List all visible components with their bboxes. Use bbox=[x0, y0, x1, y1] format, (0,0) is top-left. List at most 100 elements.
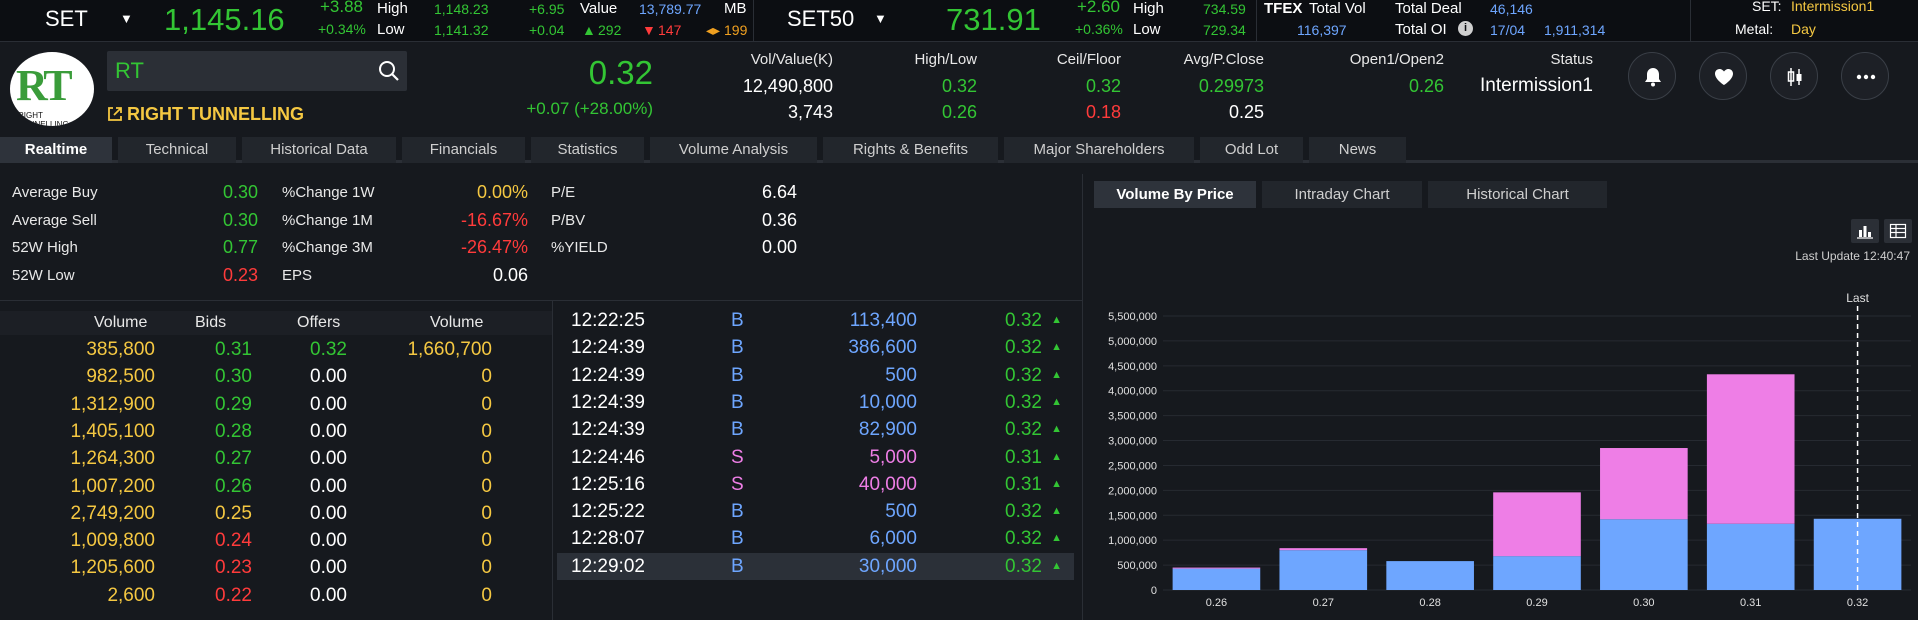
tab-financials[interactable]: Financials bbox=[402, 137, 525, 163]
set50-low: 729.34 bbox=[1203, 22, 1246, 38]
y-tick-label: 5,000,000 bbox=[1108, 336, 1157, 348]
set-dropdown-icon[interactable]: ▼ bbox=[120, 11, 133, 26]
up-arrow-icon: ▲ bbox=[1051, 423, 1062, 436]
tick-row[interactable]: 12:24:39 B 82,900 0.32 ▲ bbox=[557, 416, 1074, 443]
x-tick-label: 0.27 bbox=[1313, 597, 1334, 609]
x-tick-label: 0.32 bbox=[1847, 597, 1868, 609]
previous-close: 0.25 bbox=[1228, 102, 1264, 122]
tab-odd-lot[interactable]: Odd Lot bbox=[1200, 137, 1303, 163]
tab-realtime[interactable]: Realtime bbox=[0, 137, 112, 163]
info-icon[interactable]: i bbox=[1458, 21, 1473, 36]
set-low: 1,141.32 bbox=[434, 22, 489, 38]
symbol-search-input[interactable] bbox=[115, 57, 355, 85]
change-1m-label: %Change 1M bbox=[282, 212, 373, 229]
bar-chart-icon bbox=[1857, 226, 1873, 239]
offer-price: 0.00 bbox=[310, 584, 347, 606]
tab-volume-analysis[interactable]: Volume Analysis bbox=[650, 137, 817, 163]
tab-historical-data[interactable]: Historical Data bbox=[242, 137, 396, 163]
tab-news[interactable]: News bbox=[1309, 137, 1406, 163]
set-index-name[interactable]: SET bbox=[45, 6, 88, 31]
tick-row[interactable]: 12:25:22 B 500 0.32 ▲ bbox=[557, 498, 1074, 525]
tick-side: B bbox=[731, 528, 744, 550]
eps-value: 0.06 bbox=[492, 265, 528, 285]
bar-segment bbox=[1600, 448, 1688, 520]
order-book-header: Volume Bids Offers Volume bbox=[0, 311, 552, 335]
average-price: 0.29973 bbox=[1198, 76, 1264, 96]
tick-row[interactable]: 12:24:39 B 10,000 0.32 ▲ bbox=[557, 389, 1074, 416]
favorite-button[interactable] bbox=[1699, 52, 1747, 100]
tfex-total-vol: 116,397 bbox=[1297, 22, 1347, 38]
tick-volume: 82,900 bbox=[858, 419, 917, 441]
tab-historical-chart[interactable]: Historical Chart bbox=[1428, 181, 1607, 208]
bid-volume: 385,800 bbox=[86, 339, 155, 360]
set50-dropdown-icon[interactable]: ▼ bbox=[874, 11, 887, 26]
symbol-search[interactable] bbox=[107, 51, 407, 91]
order-book-row[interactable]: 1,264,300 0.27 0.00 0 bbox=[0, 445, 552, 472]
external-link-icon[interactable] bbox=[107, 106, 123, 122]
set-high: 1,148.23 bbox=[434, 1, 489, 17]
tab-statistics[interactable]: Statistics bbox=[531, 137, 644, 163]
tick-side: S bbox=[731, 473, 744, 495]
tab-technical[interactable]: Technical bbox=[118, 137, 236, 163]
tick-row[interactable]: 12:29:02 B 30,000 0.32 ▲ bbox=[557, 552, 1074, 580]
tab-intraday-chart[interactable]: Intraday Chart bbox=[1262, 181, 1422, 208]
y-tick-label: 4,500,000 bbox=[1108, 361, 1157, 373]
tab-major-shareholders[interactable]: Major Shareholders bbox=[1004, 137, 1194, 163]
tick-volume: 10,000 bbox=[858, 391, 917, 413]
order-book-row[interactable]: 1,007,200 0.26 0.00 0 bbox=[0, 473, 552, 500]
order-book-row[interactable]: 2,749,200 0.25 0.00 0 bbox=[0, 500, 552, 527]
tick-row[interactable]: 12:28:07 B 6,000 0.32 ▲ bbox=[557, 525, 1074, 552]
more-button[interactable] bbox=[1841, 52, 1889, 100]
tick-price: 0.31 bbox=[1005, 446, 1042, 468]
order-book-row[interactable]: 2,600 0.22 0.00 0 bbox=[0, 582, 552, 609]
offer-volume: 0 bbox=[481, 530, 492, 552]
offer-volume: 0 bbox=[481, 366, 492, 388]
offer-volume: 0 bbox=[481, 502, 492, 524]
tick-time: 12:22:25 bbox=[571, 310, 645, 331]
offer-price: 0.00 bbox=[310, 448, 347, 470]
high: 0.32 bbox=[941, 76, 977, 96]
tick-time: 12:29:02 bbox=[571, 555, 645, 577]
up-arrow-icon: ▲ bbox=[1051, 368, 1062, 381]
tab-volume-by-price[interactable]: Volume By Price bbox=[1094, 181, 1256, 208]
offer-price: 0.00 bbox=[310, 475, 347, 497]
bar-segment bbox=[1279, 550, 1368, 590]
table-view-button[interactable] bbox=[1884, 219, 1912, 243]
set50-change: +2.60 bbox=[1077, 0, 1121, 16]
tick-row[interactable]: 12:24:46 S 5,000 0.31 ▲ bbox=[557, 444, 1074, 471]
company-name[interactable]: RIGHT TUNNELLING bbox=[107, 104, 304, 125]
decline-count: 147 bbox=[658, 22, 682, 38]
tfex-total-vol-label: Total Vol bbox=[1309, 0, 1366, 17]
y-tick-label: 500,000 bbox=[1117, 560, 1157, 572]
set50-index-name[interactable]: SET50 bbox=[787, 6, 855, 31]
tab-rights-benefits[interactable]: Rights & Benefits bbox=[823, 137, 998, 163]
chart-view-button[interactable] bbox=[1851, 219, 1879, 243]
tick-price: 0.32 bbox=[1005, 419, 1042, 441]
order-book-row[interactable]: 982,500 0.30 0.00 0 bbox=[0, 363, 552, 390]
bid-price: 0.30 bbox=[215, 366, 252, 388]
tick-row[interactable]: 12:24:39 B 500 0.32 ▲ bbox=[557, 362, 1074, 389]
search-icon[interactable] bbox=[377, 59, 401, 83]
tfex-label: TFEX bbox=[1264, 0, 1303, 17]
order-book-row[interactable]: 1,405,100 0.28 0.00 0 bbox=[0, 418, 552, 445]
tick-row[interactable]: 12:22:25 B 113,400 0.32 ▲ bbox=[557, 307, 1074, 334]
tick-price: 0.32 bbox=[1005, 501, 1042, 523]
vol-value-column: Vol/Value(K) 12,490,800 3,743 bbox=[743, 47, 833, 125]
set50-index-value: 731.91 bbox=[946, 2, 1041, 37]
order-book-row[interactable]: 1,205,600 0.23 0.00 0 bbox=[0, 554, 552, 581]
tick-row[interactable]: 12:24:39 B 386,600 0.32 ▲ bbox=[557, 334, 1074, 361]
open-column: Open1/Open2 0.26 bbox=[1350, 47, 1444, 99]
order-book-row[interactable]: 1,312,900 0.29 0.00 0 bbox=[0, 391, 552, 418]
order-book-row[interactable]: 1,009,800 0.24 0.00 0 bbox=[0, 527, 552, 554]
alert-button[interactable] bbox=[1628, 52, 1676, 100]
chart-button[interactable] bbox=[1770, 52, 1818, 100]
tick-row[interactable]: 12:25:16 S 40,000 0.31 ▲ bbox=[557, 471, 1074, 498]
change-1w-label: %Change 1W bbox=[282, 184, 375, 201]
pbv-value: 0.36 bbox=[761, 210, 797, 230]
pe-value: 6.64 bbox=[761, 182, 797, 202]
bid-price: 0.31 bbox=[215, 339, 252, 360]
tick-volume: 500 bbox=[885, 364, 917, 386]
order-book-row[interactable]: 385,800 0.31 0.32 1,660,700 bbox=[0, 336, 552, 363]
y-tick-label: 2,500,000 bbox=[1108, 460, 1157, 472]
tick-time: 12:24:39 bbox=[571, 419, 645, 441]
